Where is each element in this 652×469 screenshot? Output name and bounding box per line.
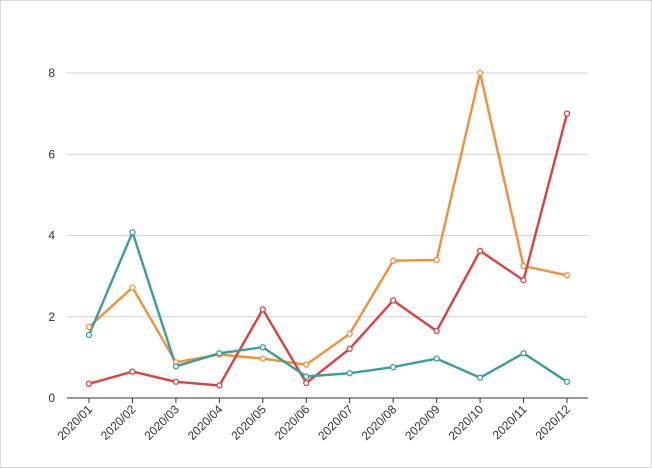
series-1-point[interactable] bbox=[346, 330, 353, 337]
series-2-point[interactable] bbox=[216, 382, 223, 389]
series-3-point[interactable] bbox=[303, 373, 310, 380]
grid-layer bbox=[67, 72, 588, 318]
y-tick-label: 0 bbox=[48, 391, 55, 405]
series-3-point[interactable] bbox=[129, 229, 136, 236]
series-line-1 bbox=[88, 71, 568, 366]
series-2-point[interactable] bbox=[129, 368, 136, 375]
x-tick-label: 2020/04 bbox=[185, 402, 226, 443]
y-tick-label: 6 bbox=[48, 147, 55, 161]
series-1-point[interactable] bbox=[563, 272, 571, 279]
x-tick-label: 2020/05 bbox=[228, 402, 269, 443]
series-2-point[interactable] bbox=[259, 306, 266, 313]
series-1-point[interactable] bbox=[476, 69, 484, 77]
series-3-point[interactable] bbox=[259, 344, 266, 351]
series-1-point[interactable] bbox=[303, 361, 310, 368]
series-3-point[interactable] bbox=[85, 331, 93, 339]
series-2-point[interactable] bbox=[346, 345, 353, 352]
series-1-point[interactable] bbox=[85, 323, 93, 331]
series-3-point[interactable] bbox=[433, 355, 440, 362]
series-2-point[interactable] bbox=[563, 110, 571, 117]
y-tick-label: 4 bbox=[48, 229, 55, 243]
series-2-point[interactable] bbox=[303, 379, 310, 387]
x-tick-label: 2020/01 bbox=[55, 402, 96, 443]
series-3-point[interactable] bbox=[172, 363, 180, 370]
series-3-point[interactable] bbox=[563, 378, 571, 385]
axis-layer bbox=[67, 397, 588, 403]
series-3-point[interactable] bbox=[216, 350, 223, 357]
series-3-point[interactable] bbox=[390, 363, 397, 371]
x-tick-label: 2020/09 bbox=[402, 402, 443, 443]
x-tick-label: 2020/08 bbox=[359, 402, 400, 443]
x-tick-label: 2020/12 bbox=[533, 402, 574, 443]
series-2-point[interactable] bbox=[476, 247, 484, 255]
series-2-point[interactable] bbox=[172, 378, 180, 385]
series-1-point[interactable] bbox=[520, 262, 527, 270]
series-1-point[interactable] bbox=[129, 284, 136, 291]
series-2-point[interactable] bbox=[85, 380, 93, 387]
x-tick-label: 2020/02 bbox=[98, 402, 139, 443]
series-1-point[interactable] bbox=[390, 257, 397, 264]
series-1-point[interactable] bbox=[433, 256, 440, 264]
series-3-point[interactable] bbox=[346, 370, 353, 377]
series-layer bbox=[85, 69, 571, 389]
series-3-point[interactable] bbox=[476, 374, 484, 381]
y-tick-label: 2 bbox=[48, 310, 55, 324]
x-tick-label: 2020/06 bbox=[272, 402, 313, 443]
series-3-point[interactable] bbox=[520, 350, 527, 357]
x-tick-label: 2020/07 bbox=[315, 402, 356, 443]
x-tick-label: 2020/10 bbox=[446, 402, 487, 443]
series-2-point[interactable] bbox=[520, 277, 527, 284]
series-2-point[interactable] bbox=[433, 327, 440, 335]
series-2-point[interactable] bbox=[390, 297, 397, 304]
series-line-2 bbox=[88, 113, 569, 387]
series-1-point[interactable] bbox=[259, 355, 266, 362]
y-tick-label: 8 bbox=[48, 66, 55, 80]
series-line-3 bbox=[87, 231, 568, 383]
x-tick-label: 2020/11 bbox=[490, 402, 530, 442]
x-tick-label: 2020/03 bbox=[141, 402, 182, 443]
label-layer: 0 2 4 6 8 2020/01 2020/02 2020/03 2020/04 2020/05… bbox=[48, 66, 573, 443]
